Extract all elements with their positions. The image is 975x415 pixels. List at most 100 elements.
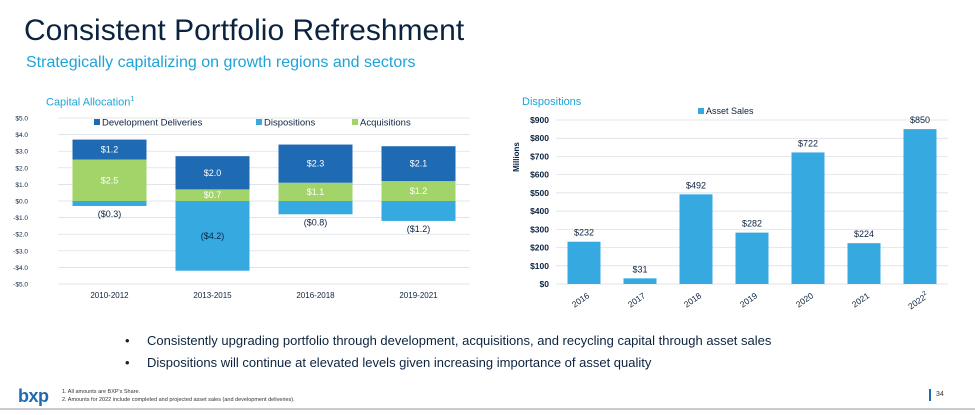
bar-asset-sales [623,278,657,284]
y-tick-label: $800 [530,133,549,143]
x-tick-label: 2021 [850,290,871,309]
y-tick-label: $0.0 [15,199,28,206]
data-label-acquisitions: $1.1 [307,187,325,197]
data-label-development: $2.3 [307,159,325,169]
data-label: $232 [574,228,594,238]
y-tick-label: $5.0 [15,116,28,123]
bar-asset-sales [679,194,713,284]
bar-asset-sales [791,152,825,284]
page-subtitle: Strategically capitalizing on growth reg… [26,54,416,71]
y-tick-label: $600 [530,170,549,180]
bar-development-deliveries [381,146,456,182]
bar-dispositions [381,201,456,221]
data-label: $722 [798,138,818,148]
legend-swatch [256,119,262,125]
x-tick-label: 2020 [794,290,815,309]
y-axis-label: Millions [512,142,521,172]
bar-asset-sales [567,241,601,284]
x-tick-label: 2016-2018 [296,291,335,300]
footnote: 1. All amounts are BXP's Share. [62,389,141,395]
bar-acquisitions [175,189,250,201]
bullet-list: • Consistently upgrading portfolio throug… [125,330,771,374]
data-label-development: $1.2 [101,145,119,155]
y-tick-label: -$4.0 [13,265,28,272]
y-tick-label: $400 [530,206,549,216]
data-label-acquisitions: $2.5 [101,175,119,185]
data-label-development: $2.1 [410,159,428,169]
data-label-dispositions: ($1.2) [407,224,431,234]
data-label-dispositions: ($0.3) [98,209,122,219]
y-tick-label: $300 [530,224,549,234]
y-tick-label: $500 [530,188,549,198]
x-tick-label: 2013-2015 [193,291,232,300]
bar-asset-sales [735,232,769,284]
data-label-dispositions: ($4.2) [201,231,225,241]
page-number-divider [929,389,931,401]
bar-asset-sales [903,129,937,284]
page-number: 34 [936,391,944,398]
page-title: Consistent Portfolio Refreshment [24,14,465,47]
capital-allocation-title-text: Capital Allocation [46,96,131,109]
footer-divider [0,408,975,410]
bar-development-deliveries [72,139,147,160]
bar-dispositions [175,201,250,271]
data-label-dispositions: ($0.8) [304,217,328,227]
y-tick-label: $200 [530,243,549,253]
legend-label: Asset Sales [706,106,754,116]
y-tick-label: -$5.0 [13,282,28,289]
x-tick-label: 2017 [626,290,647,309]
footnote: 2. Amounts for 2022 include completed an… [62,397,295,403]
x-tick-label: 2019-2021 [399,291,438,300]
bullet-text: Dispositions will continue at elevated l… [147,355,652,370]
legend-swatch [352,119,358,125]
y-tick-label: $4.0 [15,132,28,139]
x-tick-label: 2018 [682,290,703,309]
y-tick-label: -$1.0 [13,215,28,222]
data-label-acquisitions: $0.7 [204,190,222,200]
data-label: $850 [910,115,930,125]
data-label: $224 [854,229,874,239]
dispositions-chart: $0 $100 $200 $300 $400 $500 $600 $700 $800 $900 Mi… [512,106,948,311]
y-tick-label: -$3.0 [13,248,28,255]
legend-swatch [698,108,704,114]
bullet-text: Consistently upgrading portfolio through… [147,333,772,348]
data-label: $31 [632,264,647,274]
y-tick-label: -$2.0 [13,232,28,239]
capital-allocation-chart: -$5.0 -$4.0 -$3.0 -$2.0 -$1.0 $0.0 $1.0 $2.0 $3.… [13,116,470,300]
bullet-dot: • [125,333,130,348]
footnotes: 1. All amounts are BXP's Share. 2. Amoun… [62,388,295,404]
bar-dispositions [278,201,353,215]
x-tick-sup: 2 [922,290,929,297]
x-tick-label: 2019 [738,290,759,309]
dispositions-title: Dispositions [522,96,582,108]
y-tick-label: $700 [530,151,549,161]
legend-label: Development Deliveries [102,118,203,129]
x-tick-label: 2010-2012 [90,291,129,300]
bar-development-deliveries [175,156,250,190]
bullet-dot: • [125,355,130,370]
legend-swatch [94,119,100,125]
bar-dispositions [72,201,147,206]
bar-acquisitions [72,159,147,201]
bullet-item: • Dispositions will continue at elevated … [125,352,771,374]
data-label: $282 [742,219,762,229]
y-tick-label: $100 [530,261,549,271]
data-label: $492 [686,180,706,190]
bxp-logo: bxp [18,386,49,406]
capital-allocation-title-sup: 1 [130,96,135,103]
y-tick-label: $0 [540,279,550,289]
legend-label: Dispositions [264,118,315,129]
y-tick-label: $1.0 [15,182,28,189]
y-tick-label: $900 [530,115,549,125]
y-tick-label: $2.0 [15,165,28,172]
bar-acquisitions [381,181,456,201]
x-tick-label: 20222 [906,290,931,311]
x-tick-label: 2016 [570,290,591,309]
legend-label: Acquisitions [360,118,411,129]
data-label-development: $2.0 [204,168,222,178]
bar-development-deliveries [278,144,353,183]
bullet-item: • Consistently upgrading portfolio throug… [125,330,771,352]
capital-allocation-title: Capital Allocation1 [46,96,134,109]
data-label-acquisitions: $1.2 [410,186,428,196]
bar-asset-sales [847,243,881,284]
